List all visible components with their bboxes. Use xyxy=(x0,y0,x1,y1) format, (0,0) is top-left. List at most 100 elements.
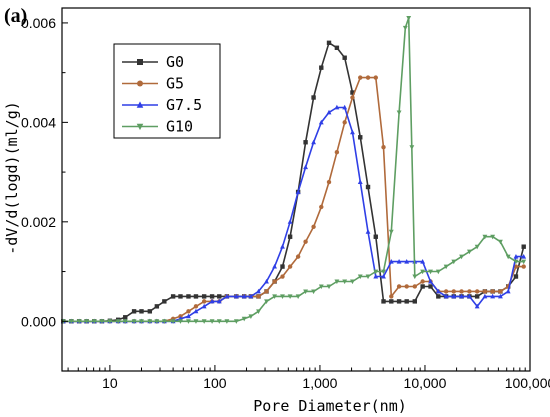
legend-entry: G10 xyxy=(122,118,193,136)
legend-label: G10 xyxy=(166,118,193,136)
x-tick-label: 100 xyxy=(203,375,227,391)
data-point xyxy=(68,319,74,324)
y-tick-label: 0.006 xyxy=(21,15,56,31)
data-point xyxy=(287,234,293,239)
data-point xyxy=(334,279,340,285)
data-point xyxy=(513,264,519,269)
data-point xyxy=(381,269,386,275)
data-point xyxy=(443,289,449,294)
data-point xyxy=(404,284,409,289)
data-point xyxy=(178,294,183,299)
legend-marker xyxy=(136,101,144,108)
data-point xyxy=(233,319,239,324)
data-point xyxy=(319,65,324,70)
data-point xyxy=(373,75,378,80)
data-point xyxy=(295,294,301,300)
data-point xyxy=(326,179,332,185)
data-point xyxy=(420,258,426,264)
data-point xyxy=(201,319,207,324)
legend-label: G5 xyxy=(166,75,184,93)
data-point xyxy=(256,294,261,299)
data-point xyxy=(318,284,324,290)
data-point xyxy=(381,299,386,304)
y-tick-label: 0.000 xyxy=(21,313,56,329)
data-point xyxy=(513,259,519,265)
data-point xyxy=(147,309,153,314)
data-point xyxy=(264,278,269,284)
data-point xyxy=(154,304,160,309)
data-point xyxy=(217,294,222,299)
axes: 10 100 1,000 10,000 100,000 0.000 0.002 0.004 0.… xyxy=(21,7,550,391)
data-point xyxy=(319,204,324,210)
data-point xyxy=(280,294,285,300)
data-point xyxy=(334,45,340,50)
data-point xyxy=(201,294,207,299)
data-point xyxy=(402,25,408,31)
data-point xyxy=(209,298,215,304)
data-point xyxy=(404,299,409,304)
data-point xyxy=(482,234,488,240)
data-point xyxy=(521,244,526,249)
data-point xyxy=(256,288,261,294)
plot-area xyxy=(60,15,527,324)
data-point xyxy=(467,293,472,299)
data-point xyxy=(389,299,394,304)
data-point xyxy=(147,319,153,324)
data-point xyxy=(350,129,355,135)
data-point xyxy=(334,150,340,155)
legend-box xyxy=(113,43,221,139)
data-point xyxy=(139,319,144,324)
data-point xyxy=(474,303,480,309)
data-point xyxy=(209,294,215,299)
legend-marker xyxy=(137,59,143,65)
data-point xyxy=(451,293,457,299)
data-point xyxy=(428,284,433,289)
data-point xyxy=(272,294,278,300)
data-point xyxy=(193,319,199,324)
series-line xyxy=(63,17,524,323)
data-point xyxy=(326,40,332,46)
data-point xyxy=(513,253,519,259)
data-point xyxy=(358,135,363,140)
data-point xyxy=(193,304,199,309)
data-point xyxy=(303,164,309,170)
y-axis-title: -dV/d(logd)(ml/g) xyxy=(3,101,21,255)
data-point xyxy=(412,299,417,304)
data-point xyxy=(467,249,472,255)
data-point xyxy=(435,269,441,275)
data-point xyxy=(451,259,457,265)
plot-frame xyxy=(61,7,531,372)
data-point xyxy=(381,273,386,279)
data-point xyxy=(498,289,503,294)
data-point xyxy=(241,316,247,322)
data-point xyxy=(482,289,488,294)
data-point xyxy=(474,289,480,294)
data-point xyxy=(451,289,456,294)
data-point xyxy=(358,75,363,80)
data-point xyxy=(365,184,371,190)
data-point xyxy=(193,308,199,314)
data-point xyxy=(186,294,191,299)
legend-marker xyxy=(136,123,144,131)
data-point xyxy=(396,284,402,289)
data-point xyxy=(311,95,316,100)
data-point xyxy=(459,254,464,260)
x-tick-label: 10,000 xyxy=(404,375,447,391)
legend: G0 G5 G7.5 G10 xyxy=(113,43,221,139)
data-point xyxy=(420,279,425,284)
data-point xyxy=(365,274,371,280)
data-point xyxy=(490,293,496,299)
data-point xyxy=(435,288,441,294)
data-point xyxy=(490,234,496,240)
data-point xyxy=(84,319,90,324)
data-point xyxy=(373,269,379,275)
data-point xyxy=(357,274,363,280)
data-point xyxy=(412,284,417,289)
data-point xyxy=(287,264,293,269)
panel-label: (a) xyxy=(4,5,27,27)
data-point xyxy=(248,314,254,319)
data-point xyxy=(131,319,137,324)
y-tick-label: 0.002 xyxy=(21,214,56,230)
legend-entry: G5 xyxy=(122,75,184,93)
data-point xyxy=(474,244,480,250)
